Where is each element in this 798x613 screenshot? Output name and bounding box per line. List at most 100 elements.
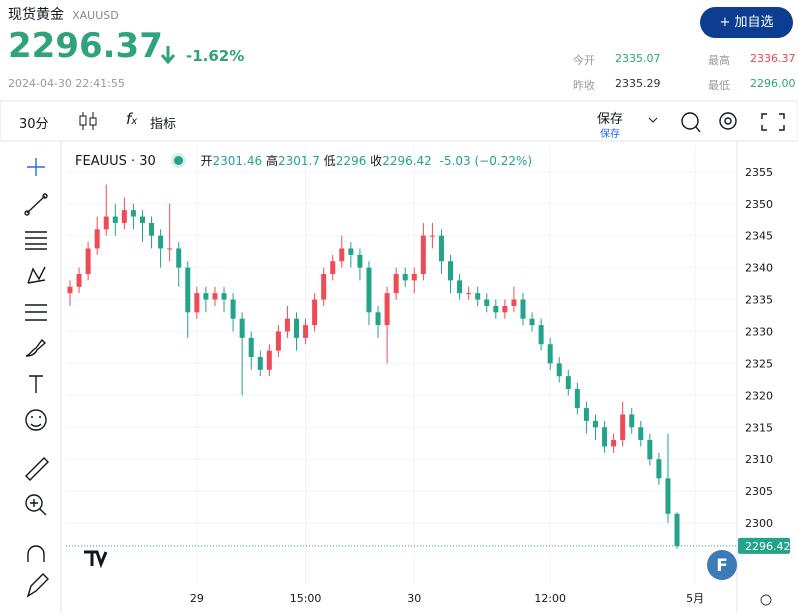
candle-body [529,318,535,326]
candle-body [284,318,290,332]
stat-label: 昨收 [573,79,595,92]
toolbar-icons[interactable] [680,110,790,134]
candle-body [149,222,155,236]
interval[interactable]: 30分 [19,117,49,132]
candle-body [257,357,263,370]
drawing-tools[interactable] [24,158,49,598]
y-tick-label: 2340 [745,262,773,275]
candle-body [103,216,109,230]
candle-body [239,318,245,338]
stat-value: 2336.37 [750,52,796,65]
indicators[interactable]: 指标 [150,117,177,132]
candle-body [638,427,644,441]
stat-value: 2335.29 [615,77,661,90]
candle-body [647,440,653,460]
candle-body [384,293,390,326]
y-tick-label: 2345 [745,230,773,243]
symbol: XAUUSD [72,9,119,22]
y-tick-label: 2305 [745,485,773,498]
stat-label: 最高 [708,54,730,67]
stat-value: 2335.07 [615,52,661,65]
y-tick-label: 2325 [745,357,773,370]
candle-body [303,325,309,338]
candle-body [565,376,571,389]
candle-body [212,293,218,300]
candle-body [167,248,173,250]
candle-body [420,235,426,274]
y-tick-label: 2335 [745,294,773,307]
candle-body [511,299,517,306]
x-tick-label: 12:00 [534,592,566,605]
toolbar-frame [0,100,798,142]
candle-body [429,235,435,237]
f-logo [707,550,737,580]
legend-value: 2301.7 [277,154,320,168]
candle-body [583,408,589,421]
candle-body [194,293,200,313]
candle-body [312,299,318,326]
stat-value: 2296.00 [750,77,796,90]
chart-type-icon[interactable] [78,110,98,132]
candle-body [348,248,354,255]
legend-change: -5.03 (−0.22%) [439,154,533,168]
legend-label: 收 [370,154,383,168]
candle-body [330,261,336,274]
x-tick-label: 15:00 [290,592,322,605]
candle-body [339,248,345,262]
candle-body [538,325,544,345]
candle-body [248,337,254,358]
candle-body [520,299,526,319]
legend-label: 低 [323,154,336,168]
legend-label: 高 [265,154,278,168]
candle-body [547,344,553,364]
legend-value: 2296.42 [382,154,432,168]
candle-body [574,388,580,409]
chart-legend: FEAUUS · 30 开2301.46 高2301.7 低2296 收2296… [75,152,532,169]
price: 2296.37 [8,26,163,66]
candle-body [656,459,662,479]
y-tick-label: 2320 [745,389,773,402]
x-tick-label: 29 [190,592,204,605]
fx-icon[interactable]: fx [126,110,138,128]
candle-body [674,513,680,546]
candle-body [393,273,399,294]
candle-body [67,286,73,294]
candle-body [357,254,363,268]
candle-body [230,299,236,319]
save[interactable]: 保存 [597,112,624,127]
candle-body [457,280,463,294]
candle-body [466,293,472,295]
settings-icon[interactable] [760,594,772,606]
title-row: 现货黄金 XAUUSD [8,4,119,24]
y-tick-label: 2355 [745,166,773,179]
legend-symbol: FEAUUS · 30 [75,154,156,169]
candle-body [375,312,381,326]
candle-body [475,293,481,300]
candle-body [112,216,118,223]
chevron[interactable] [647,115,659,125]
candle-body [438,235,444,262]
candle-body [130,210,136,217]
stat-label: 今开 [573,54,595,67]
change: -1.62% [186,47,245,65]
add-watchlist-button[interactable]: + 加自选 [700,7,793,38]
candle-body [366,267,372,313]
f-logo-text: F [716,556,728,576]
candle-body [139,216,145,223]
y-tick-label: 2350 [745,198,773,211]
last-price-label: 2296.42 [745,540,791,553]
candle-body [121,210,127,223]
candle-body [85,248,91,274]
status-dot [173,156,183,165]
x-tick-label: 30 [407,592,421,605]
candle-body [176,248,182,268]
candle-body [203,293,209,300]
candle-body [275,331,281,351]
legend-label: 开 [200,154,213,168]
candle-body [94,229,100,249]
candle-body [402,273,408,281]
stat-label: 最低 [708,79,730,92]
title: 现货黄金 [8,7,64,23]
legend-value: 2296 [335,154,367,168]
